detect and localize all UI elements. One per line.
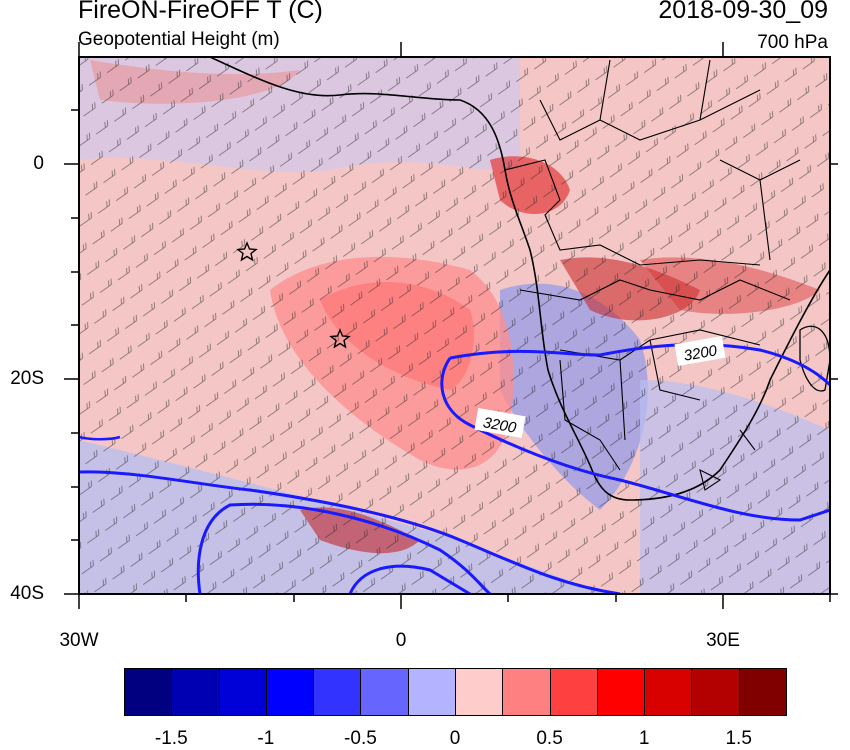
pressure-level: 700 hPa: [757, 32, 828, 53]
colorbar-label: -0.5: [344, 728, 377, 749]
colorbar-cell: [171, 668, 220, 716]
colorbar-cell: [265, 668, 315, 716]
colorbar-cell: [738, 668, 787, 716]
plot-title: FireON-FireOFF T (C): [78, 0, 323, 24]
country-borders: [504, 59, 801, 491]
colorbar-label: 1.5: [725, 728, 752, 749]
axis-ticks: [64, 42, 838, 609]
colorbar-label: -1: [257, 728, 275, 749]
colorbar-label: 0.5: [536, 728, 563, 749]
colorbar-label: 1: [638, 728, 650, 749]
colorbar: [124, 668, 787, 716]
colorbar-cell: [455, 668, 504, 716]
colorbar-cell: [644, 668, 693, 716]
colorbar-cell: [691, 668, 740, 716]
colorbar-cell: [218, 668, 267, 716]
colorbar-cell: [313, 668, 362, 716]
colorbar-cell: [124, 668, 173, 716]
lon-label-30e: 30E: [706, 630, 740, 651]
lat-label-40s: 40S: [10, 583, 44, 604]
colorbar-cell: [549, 668, 598, 716]
geopotential-contour-south: [79, 470, 621, 594]
geopotential-contour-3200: [449, 343, 830, 387]
africa-coastline: [209, 57, 830, 501]
geopotential-contour-3200-lower: [440, 357, 830, 522]
star-marker: [236, 241, 258, 262]
lon-label-0: 0: [395, 630, 407, 651]
valid-time: 2018-09-30_09: [658, 0, 828, 24]
svg-text:3200: 3200: [683, 342, 719, 365]
contour-label-2: 3200: [674, 335, 726, 367]
colorbar-cell: [502, 668, 551, 716]
star-marker: [329, 328, 351, 349]
lon-label-30w: 30W: [59, 630, 99, 651]
contour-label-1: 3200: [474, 407, 526, 439]
lat-label-20s: 20S: [10, 368, 44, 389]
plot-subtitle: Geopotential Height (m): [78, 29, 280, 50]
colorbar-label: 0: [449, 728, 461, 749]
colorbar-cell: [360, 668, 409, 716]
colorbar-cell: [596, 668, 646, 716]
colorbar-label: -1.5: [154, 728, 188, 749]
lat-label-0: 0: [33, 153, 44, 174]
svg-text:3200: 3200: [482, 414, 518, 437]
colorbar-cell: [407, 668, 456, 716]
